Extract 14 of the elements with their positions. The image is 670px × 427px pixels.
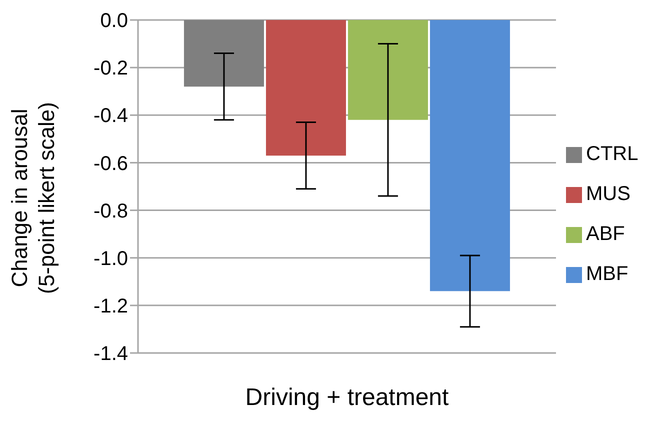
legend-label: CTRL bbox=[586, 142, 638, 164]
y-tick-label: -0.8 bbox=[94, 200, 128, 222]
y-tick-label: -1.0 bbox=[94, 248, 128, 270]
y-tick-label: -0.4 bbox=[94, 105, 128, 128]
x-axis-title: Driving + treatment bbox=[245, 384, 450, 411]
y-tick-label: -1.4 bbox=[94, 343, 128, 366]
legend-label: MUS bbox=[586, 182, 630, 204]
y-tick-label: -1.2 bbox=[94, 296, 128, 318]
y-tick-label: 0.0 bbox=[100, 10, 128, 32]
legend-label: ABF bbox=[586, 222, 625, 244]
y-tick-label: -0.6 bbox=[94, 152, 128, 175]
y-tick-label: -0.2 bbox=[94, 58, 128, 80]
y-axis-title: Change in arousal (5-point likert scale) bbox=[7, 102, 59, 294]
legend-label: MBF bbox=[586, 262, 628, 284]
